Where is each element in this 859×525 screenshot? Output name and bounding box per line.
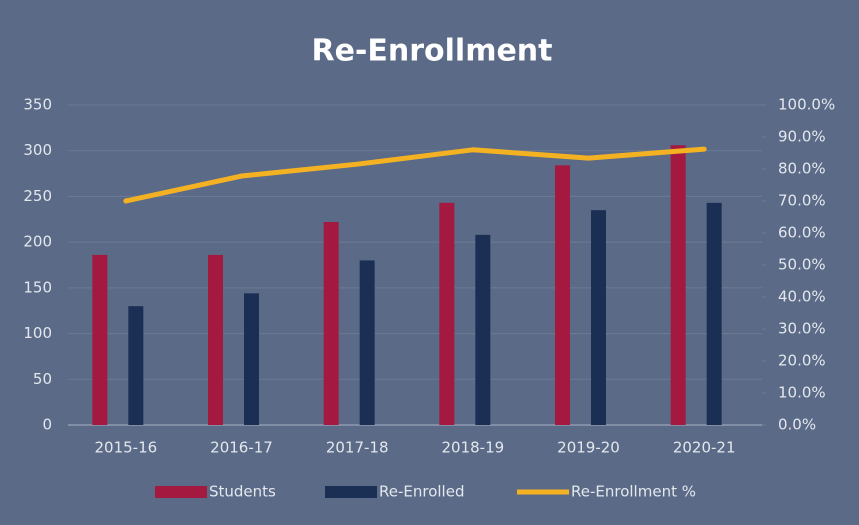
bar — [670, 145, 686, 425]
bar — [128, 306, 144, 425]
line — [123, 146, 707, 204]
bar — [323, 222, 339, 425]
legend-swatch — [325, 486, 377, 498]
y2-tick-label: 20.0% — [778, 352, 826, 370]
legend-label: Students — [209, 483, 276, 501]
y2-tick-label: 90.0% — [778, 128, 826, 146]
bar — [555, 165, 570, 426]
legend-label: Re-Enrollment % — [571, 483, 696, 501]
y-tick-label: 300 — [23, 141, 52, 159]
y2-tick-label: 40.0% — [778, 288, 826, 306]
bar — [475, 234, 491, 425]
y-tick-label: 200 — [23, 233, 52, 251]
y-tick-label: 50 — [33, 370, 52, 388]
y2-tick-label: 50.0% — [778, 256, 826, 274]
bar — [92, 254, 108, 425]
x-tick-label: 2017-18 — [326, 439, 389, 457]
y-tick-label: 350 — [23, 96, 52, 114]
y2-tick-label: 70.0% — [778, 192, 826, 210]
bar — [591, 210, 606, 425]
y-tick-label: 150 — [23, 278, 52, 296]
x-tick-label: 2016-17 — [210, 439, 273, 457]
bar — [244, 293, 259, 425]
y2-tick-label: 80.0% — [778, 160, 826, 178]
x-tick-label: 2019-20 — [557, 439, 620, 457]
y2-tick-label: 100.0% — [778, 96, 835, 114]
bar — [439, 202, 455, 425]
y-tick-label: 250 — [23, 187, 52, 205]
chart-title: Re-Enrollment — [311, 34, 552, 69]
x-tick-label: 2015-16 — [94, 439, 157, 457]
x-tick-label: 2020-21 — [673, 439, 736, 457]
bar — [359, 260, 375, 425]
legend-swatch — [155, 486, 207, 498]
bar — [208, 254, 223, 425]
y2-tick-label: 60.0% — [778, 224, 826, 242]
legend-label: Re-Enrolled — [379, 483, 464, 501]
y2-tick-label: 30.0% — [778, 320, 826, 338]
bar — [706, 202, 722, 425]
y2-tick-label: 10.0% — [778, 384, 826, 402]
x-tick-label: 2018-19 — [441, 439, 504, 457]
y-tick-label: 0 — [42, 416, 52, 434]
y-tick-label: 100 — [23, 324, 52, 342]
y2-tick-label: 0.0% — [778, 416, 816, 434]
